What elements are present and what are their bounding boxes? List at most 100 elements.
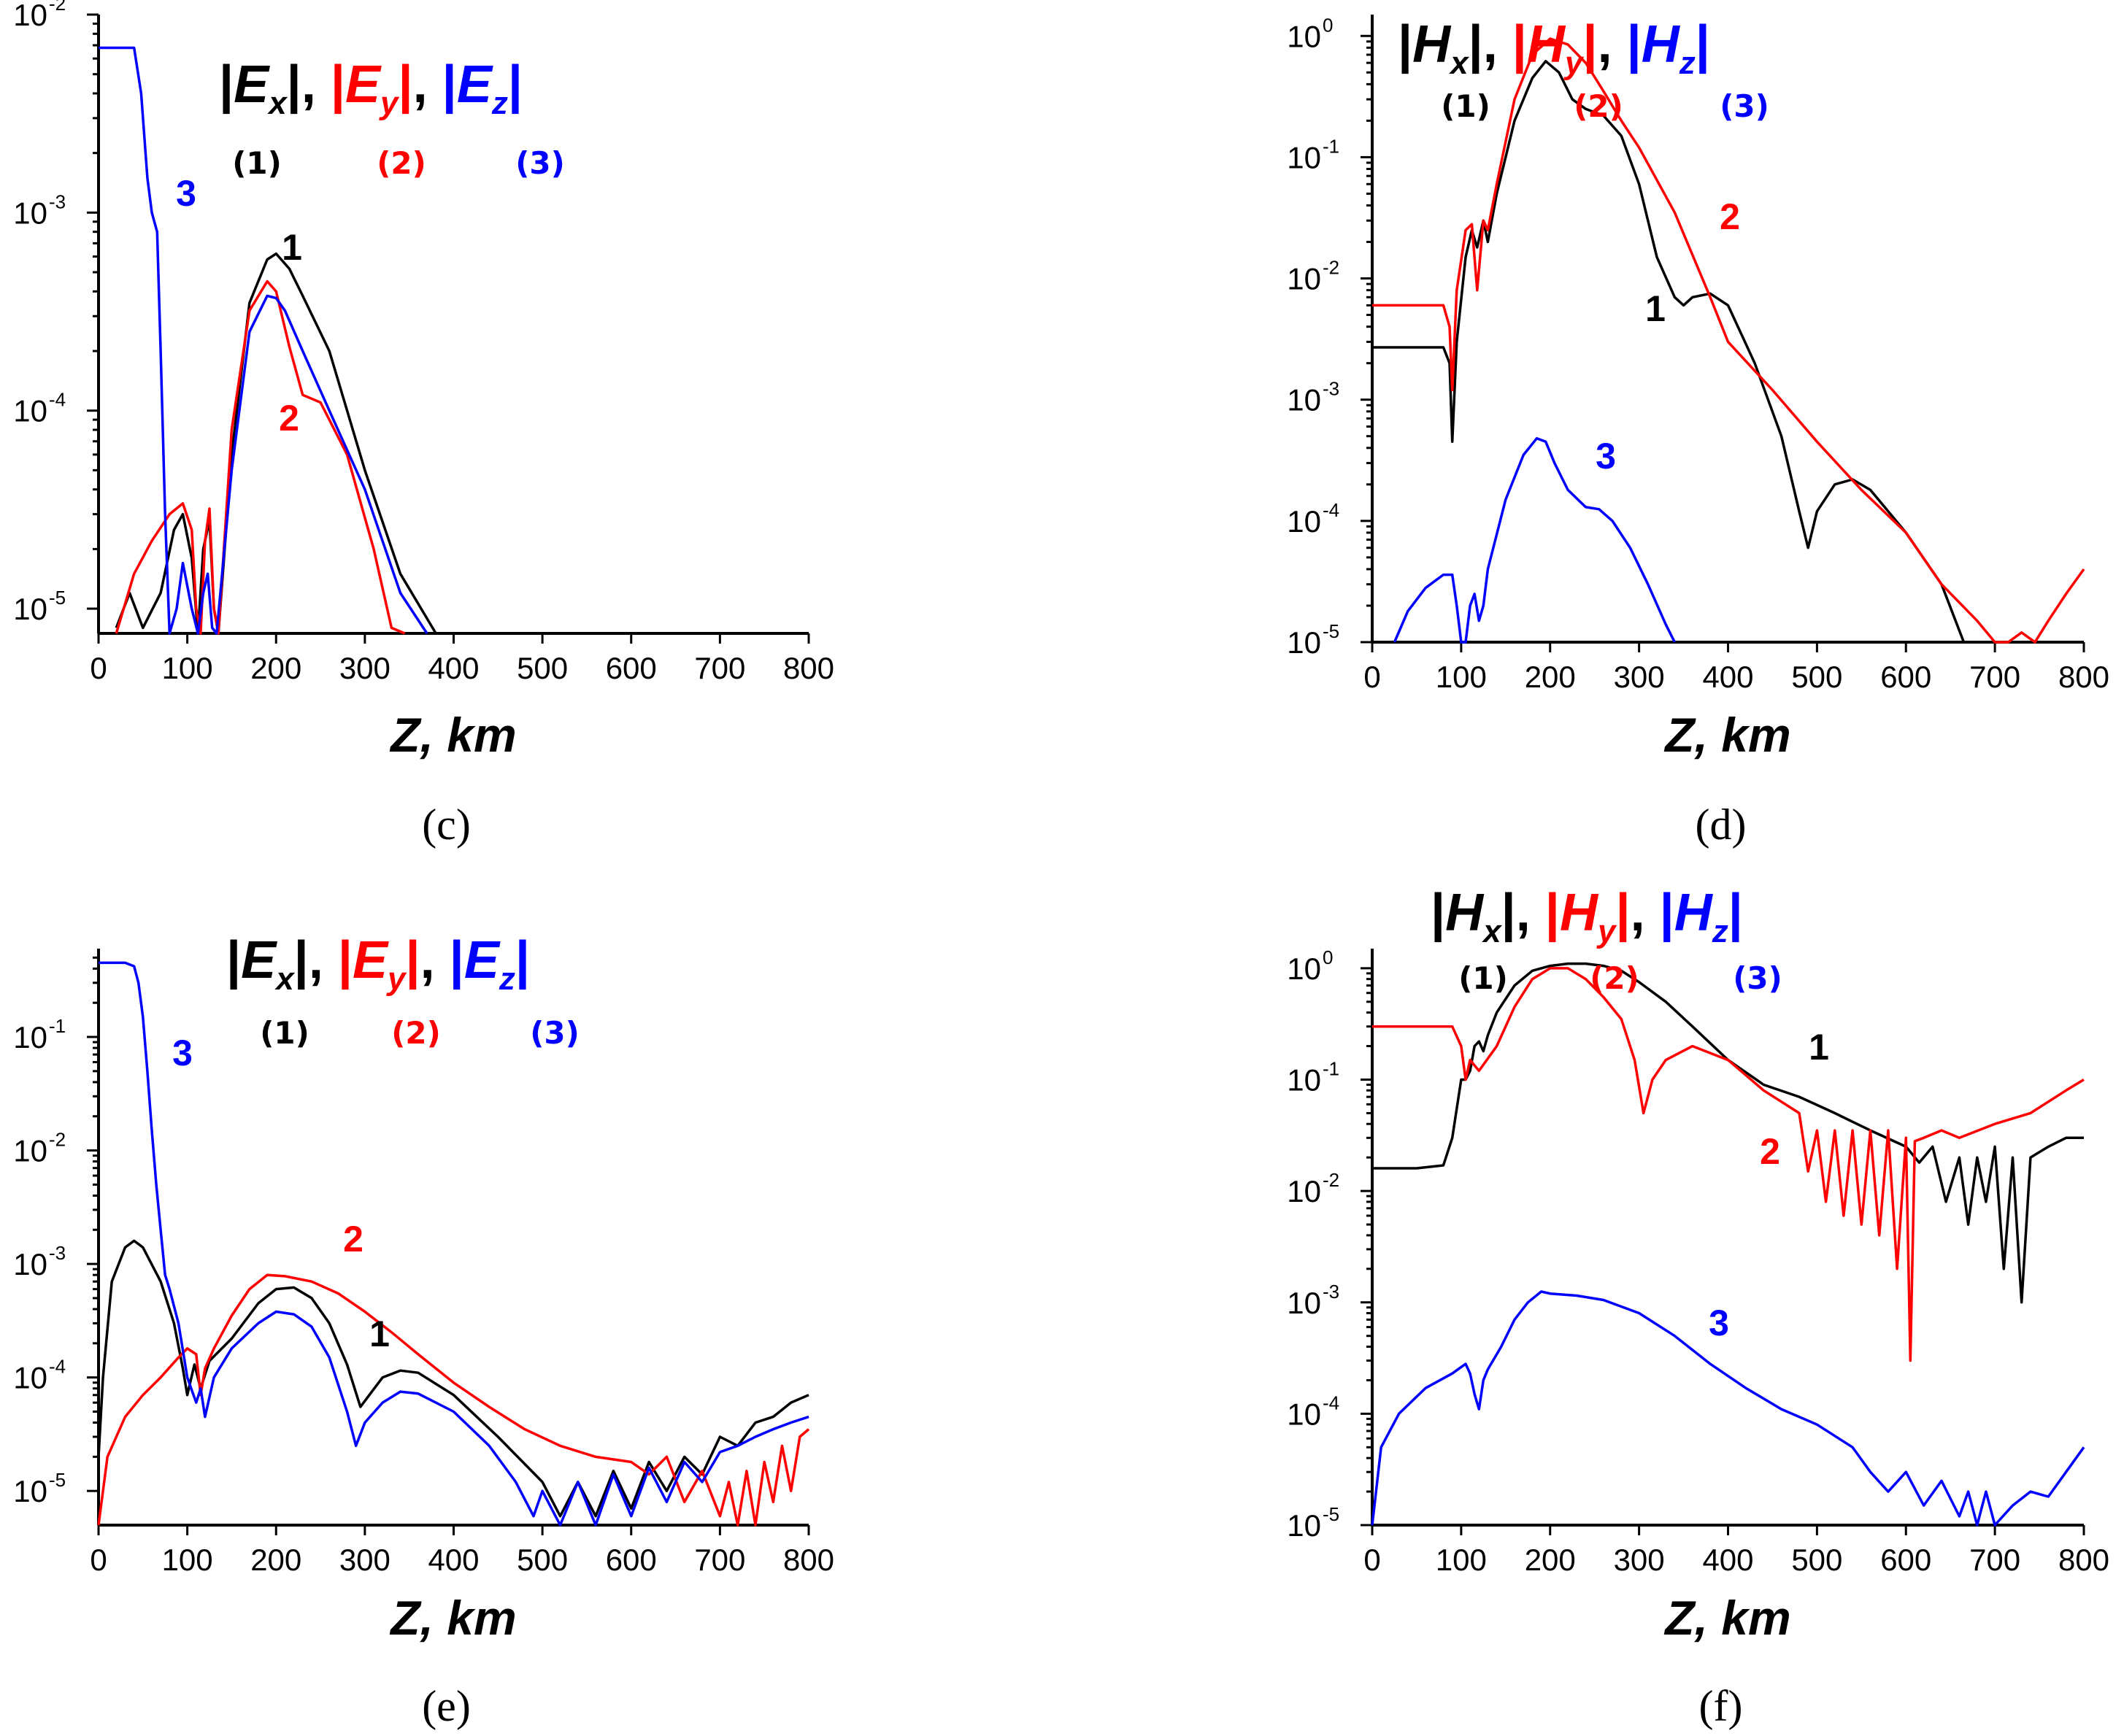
y-tick-label: 10 xyxy=(1287,262,1321,296)
title-part: | xyxy=(399,55,413,114)
series-1-line xyxy=(1372,962,2084,1304)
title-part: E xyxy=(457,55,493,114)
y-tick-label: 10 xyxy=(1287,625,1321,660)
title-part: |, xyxy=(287,55,331,114)
title-part: |, xyxy=(1469,15,1512,74)
y-tick-label: 10 xyxy=(13,1474,47,1508)
curve-label-1: 1 xyxy=(282,227,302,268)
x-tick-label: 800 xyxy=(783,651,834,685)
y-tick-label: 10 xyxy=(13,394,47,428)
title-part: H xyxy=(1674,884,1714,942)
curve-label-1: 1 xyxy=(1809,1027,1829,1068)
title-part: | xyxy=(219,55,234,114)
title-part: E xyxy=(353,931,389,989)
title-part: | xyxy=(1696,15,1710,74)
x-tick-label: 300 xyxy=(339,1543,390,1577)
title-part: , xyxy=(1598,15,1627,74)
title-part: z xyxy=(499,961,515,997)
series-3-line xyxy=(99,961,809,1527)
title-part: | xyxy=(1431,884,1445,942)
y-tick-exponent: -1 xyxy=(1323,1058,1339,1080)
x-tick-label: 800 xyxy=(2058,660,2109,694)
y-tick-label: 10 xyxy=(13,592,47,626)
title-part: , xyxy=(420,931,450,989)
x-tick-label: 200 xyxy=(1525,1543,1576,1577)
y-tick-exponent: 0 xyxy=(1323,14,1333,36)
title-part: x xyxy=(1449,45,1469,81)
curve-label-2: 2 xyxy=(1720,196,1740,237)
y-tick-label: 10 xyxy=(1287,1063,1321,1097)
chart-title: |Hx|, |Hy|, |Hz| xyxy=(1431,884,1743,949)
panel-label: (f) xyxy=(1699,1682,1743,1730)
title-part: | xyxy=(226,931,241,989)
x-axis-label: Z, km xyxy=(1663,708,1790,762)
y-tick-label: 10 xyxy=(1287,383,1321,417)
y-tick-label: 10 xyxy=(1287,1286,1321,1320)
y-tick-exponent: -2 xyxy=(49,1129,66,1151)
title-part: y xyxy=(379,85,400,121)
y-tick-label: 10 xyxy=(13,0,47,32)
x-tick-label: 100 xyxy=(162,651,213,685)
x-tick-label: 400 xyxy=(1702,660,1753,694)
curve-label-2: 2 xyxy=(279,398,299,439)
x-tick-label: 800 xyxy=(783,1543,834,1577)
y-tick-label: 10 xyxy=(1287,504,1321,539)
series-2-line xyxy=(1372,967,2085,1362)
y-tick-exponent: -3 xyxy=(49,190,66,212)
y-tick-label: 10 xyxy=(13,1134,47,1168)
x-tick-label: 400 xyxy=(1702,1543,1753,1577)
y-tick-exponent: -5 xyxy=(49,1469,66,1491)
x-tick-label: 600 xyxy=(1880,1543,1931,1577)
y-tick-label: 10 xyxy=(13,1247,47,1281)
x-tick-label: 0 xyxy=(1363,660,1380,694)
y-tick-exponent: -2 xyxy=(1323,257,1339,279)
y-tick-exponent: -2 xyxy=(1323,1169,1339,1191)
x-axis-label: Z, km xyxy=(1663,1591,1790,1645)
title-part: , xyxy=(1631,884,1660,942)
x-tick-label: 400 xyxy=(428,1543,479,1577)
y-tick-label: 10 xyxy=(1287,19,1321,53)
series-2-line xyxy=(115,279,406,635)
title-part: | xyxy=(338,931,353,989)
x-tick-label: 700 xyxy=(694,651,745,685)
curve-label-3: 3 xyxy=(172,1033,193,1073)
series-2-line xyxy=(97,1273,810,1527)
y-tick-label: 10 xyxy=(1287,140,1321,174)
y-tick-exponent: 0 xyxy=(1323,946,1333,968)
y-tick-exponent: -1 xyxy=(1323,135,1339,157)
y-tick-label: 10 xyxy=(1287,952,1321,986)
title-part: H xyxy=(1445,884,1485,942)
title-part: | xyxy=(442,55,457,114)
y-tick-label: 10 xyxy=(13,196,47,230)
title-part: | xyxy=(1728,884,1743,942)
x-tick-label: 500 xyxy=(1791,1543,1842,1577)
series-3-line xyxy=(1371,1290,2085,1527)
x-tick-label: 100 xyxy=(1436,1543,1487,1577)
title-part: | xyxy=(1545,884,1560,942)
x-tick-label: 400 xyxy=(428,651,479,685)
y-tick-exponent: -2 xyxy=(49,0,66,15)
x-tick-label: 200 xyxy=(1525,660,1576,694)
y-tick-exponent: -4 xyxy=(49,1356,66,1378)
x-tick-label: 300 xyxy=(1614,660,1665,694)
y-tick-label: 10 xyxy=(1287,1508,1321,1543)
curve-label-3: 3 xyxy=(1709,1303,1729,1343)
curve-label-2: 2 xyxy=(343,1219,363,1259)
x-tick-label: 0 xyxy=(1363,1543,1380,1577)
title-part: H xyxy=(1642,15,1681,74)
title-part: E xyxy=(345,55,382,114)
y-tick-label: 10 xyxy=(1287,1174,1321,1208)
title-part: H xyxy=(1560,884,1599,942)
title-part: y xyxy=(1596,914,1617,949)
title-part: y xyxy=(1563,45,1585,81)
title-part: x xyxy=(1482,914,1502,949)
title-part: |, xyxy=(1501,884,1545,942)
title-part: z xyxy=(1712,914,1728,949)
panel-label: (e) xyxy=(422,1682,471,1730)
title-part: | xyxy=(508,55,523,114)
series-3-line xyxy=(1393,436,1676,644)
